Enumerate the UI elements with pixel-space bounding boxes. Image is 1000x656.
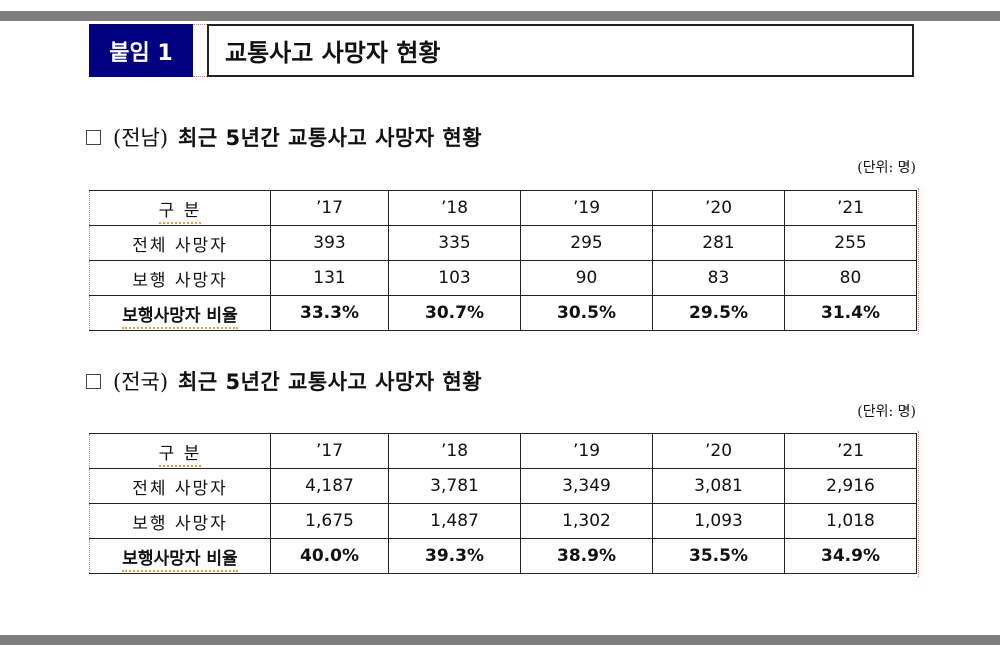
table-cell: 3,349 [520, 468, 653, 504]
checkbox-square-icon [86, 373, 101, 389]
jeonnam-fatalities-table: 구 분 ’17 ’18 ’19 ’20 ’21 전체 사망자 393 335 2… [89, 190, 917, 331]
checkbox-square-icon [86, 129, 101, 145]
table-header-row: 구 분 ’17 ’18 ’19 ’20 ’21 [89, 190, 917, 226]
header-cell-year: ’19 [520, 190, 653, 226]
table-cell: 30.7% [388, 295, 521, 331]
table-cell: 29.5% [652, 295, 785, 331]
table-row-ratio: 보행사망자 비율 40.0% 39.3% 38.9% 35.5% 34.9% [89, 538, 917, 574]
table-cell: 33.3% [270, 295, 389, 331]
header-cell-category: 구 분 [89, 433, 271, 469]
row-label: 보행 사망자 [89, 503, 271, 539]
table-cell: 1,487 [388, 503, 521, 539]
badge-gap [193, 24, 207, 77]
table-cell: 2,916 [784, 468, 917, 504]
header-cell-year: ’20 [652, 190, 785, 226]
table-header-row: 구 분 ’17 ’18 ’19 ’20 ’21 [89, 433, 917, 469]
row-label: 보행사망자 비율 [89, 295, 271, 331]
header-cell-year: ’17 [270, 190, 389, 226]
section-heading-national: (전국) 최근 5년간 교통사고 사망자 현황 [86, 366, 482, 396]
unit-label: (단위: 명) [857, 160, 916, 176]
page-title: 교통사고 사망자 현황 [207, 24, 914, 77]
table-cell: 40.0% [270, 538, 389, 574]
section-title: 최근 5년간 교통사고 사망자 현황 [178, 126, 483, 150]
region-label: (전남) [113, 126, 169, 150]
unit-label: (단위: 명) [857, 404, 916, 420]
table-cell: 295 [520, 225, 653, 261]
table-cell: 1,302 [520, 503, 653, 539]
national-fatalities-table: 구 분 ’17 ’18 ’19 ’20 ’21 전체 사망자 4,187 3,7… [89, 433, 917, 574]
table-cell: 1,018 [784, 503, 917, 539]
header-cell-year: ’19 [520, 433, 653, 469]
table-row-total: 전체 사망자 393 335 295 281 255 [89, 225, 917, 261]
header-cell-year: ’21 [784, 433, 917, 469]
table-cell: 80 [784, 260, 917, 296]
table-cell: 31.4% [784, 295, 917, 331]
table-row-pedestrian: 보행 사망자 1,675 1,487 1,302 1,093 1,018 [89, 503, 917, 539]
table-cell: 90 [520, 260, 653, 296]
table-cell: 103 [388, 260, 521, 296]
table-cell: 1,675 [270, 503, 389, 539]
table-row-ratio: 보행사망자 비율 33.3% 30.7% 30.5% 29.5% 31.4% [89, 295, 917, 331]
table-cell: 35.5% [652, 538, 785, 574]
table-cell: 39.3% [388, 538, 521, 574]
row-label: 보행 사망자 [89, 260, 271, 296]
region-label: (전국) [113, 370, 169, 394]
header-cell-year: ’20 [652, 433, 785, 469]
header-cell-year: ’18 [388, 190, 521, 226]
table-row-total: 전체 사망자 4,187 3,781 3,349 3,081 2,916 [89, 468, 917, 504]
table-cell: 30.5% [520, 295, 653, 331]
table-cell: 38.9% [520, 538, 653, 574]
table-cell: 281 [652, 225, 785, 261]
row-label: 전체 사망자 [89, 225, 271, 261]
cell-boundary-marker [918, 431, 919, 577]
table-cell: 393 [270, 225, 389, 261]
table-cell: 34.9% [784, 538, 917, 574]
section-title: 최근 5년간 교통사고 사망자 현황 [178, 370, 483, 394]
table-cell: 131 [270, 260, 389, 296]
header-cell-year: ’18 [388, 433, 521, 469]
table-cell: 4,187 [270, 468, 389, 504]
table-cell: 255 [784, 225, 917, 261]
row-label: 전체 사망자 [89, 468, 271, 504]
table-cell: 3,081 [652, 468, 785, 504]
bottom-divider-bar [0, 635, 1000, 645]
header-cell-year: ’17 [270, 433, 389, 469]
top-divider-bar [0, 11, 1000, 21]
table-cell: 83 [652, 260, 785, 296]
header-cell-year: ’21 [784, 190, 917, 226]
row-label: 보행사망자 비율 [89, 538, 271, 574]
table-cell: 335 [388, 225, 521, 261]
cell-boundary-marker [918, 188, 919, 334]
section-heading-jeonnam: (전남) 최근 5년간 교통사고 사망자 현황 [86, 122, 482, 152]
table-row-pedestrian: 보행 사망자 131 103 90 83 80 [89, 260, 917, 296]
header-cell-category: 구 분 [89, 190, 271, 226]
table-cell: 3,781 [388, 468, 521, 504]
attachment-badge: 붙임 1 [89, 24, 193, 77]
table-cell: 1,093 [652, 503, 785, 539]
